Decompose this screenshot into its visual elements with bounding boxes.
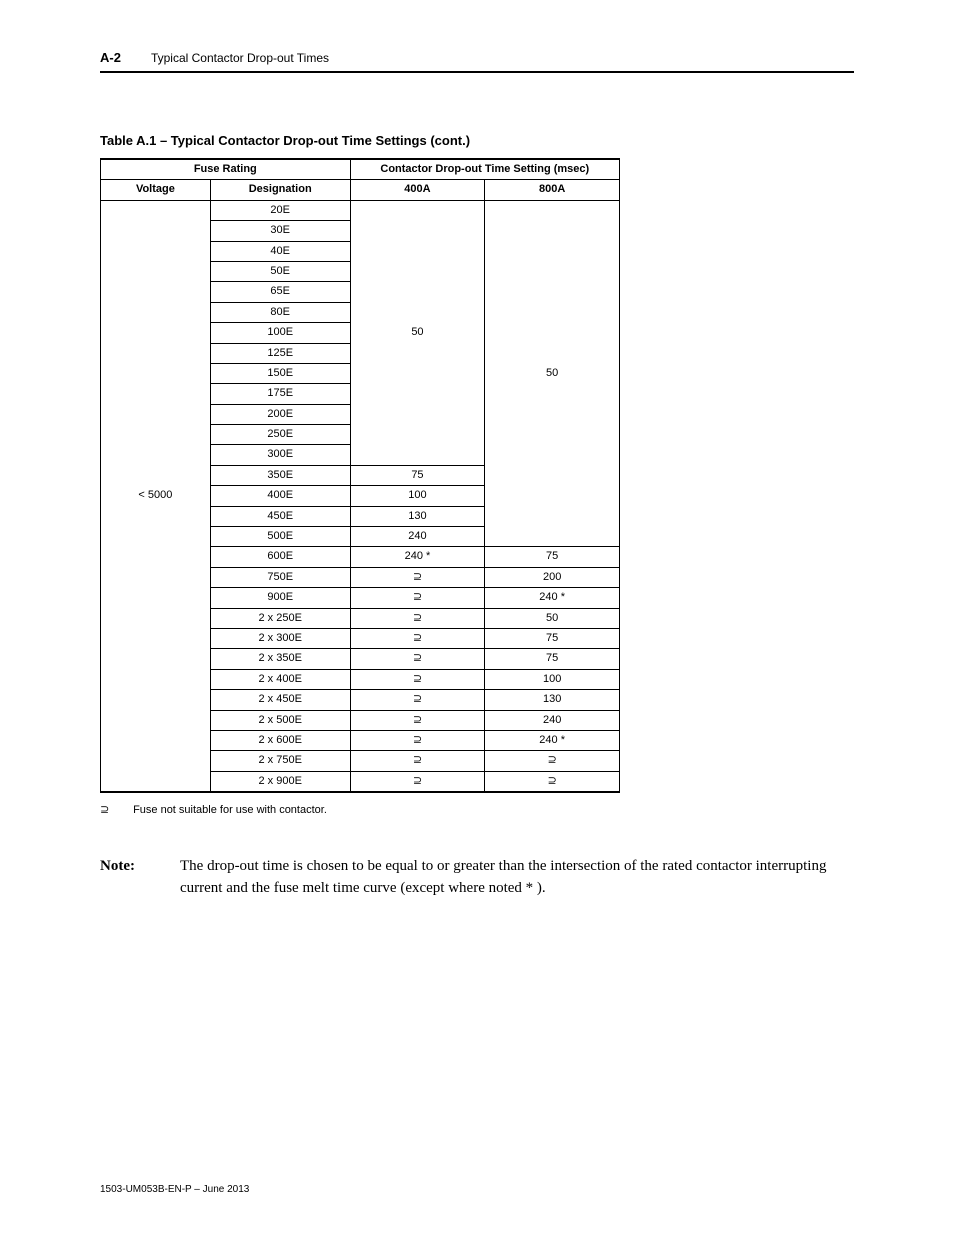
cell-designation: 500E <box>210 527 350 547</box>
cell-designation: 2 x 900E <box>210 771 350 792</box>
cell-designation: 2 x 300E <box>210 628 350 648</box>
cell-designation: 2 x 500E <box>210 710 350 730</box>
note-block: Note: The drop-out time is chosen to be … <box>100 856 854 900</box>
cell-designation: 250E <box>210 425 350 445</box>
cell-designation: 30E <box>210 221 350 241</box>
cell-800a: 240 * <box>485 730 620 750</box>
cell-800a: 200 <box>485 567 620 587</box>
cell-400a: ⊇ <box>350 628 485 648</box>
cell-designation: 2 x 250E <box>210 608 350 628</box>
cell-400a: ⊇ <box>350 669 485 689</box>
cell-800a: 240 * <box>485 588 620 608</box>
table-footnote: ⊇ Fuse not suitable for use with contact… <box>100 803 854 816</box>
cell-400a: 240 <box>350 527 485 547</box>
cell-designation: 80E <box>210 302 350 322</box>
cell-800a: 75 <box>485 649 620 669</box>
header-400a: 400A <box>350 180 485 200</box>
header-designation: Designation <box>210 180 350 200</box>
cell-designation: 600E <box>210 547 350 567</box>
cell-designation: 750E <box>210 567 350 587</box>
table-body: < 500020E505030E40E50E65E80E100E125E150E… <box>101 200 620 792</box>
header-voltage: Voltage <box>101 180 211 200</box>
cell-designation: 125E <box>210 343 350 363</box>
cell-designation: 400E <box>210 486 350 506</box>
cell-designation: 450E <box>210 506 350 526</box>
cell-designation: 40E <box>210 241 350 261</box>
cell-designation: 65E <box>210 282 350 302</box>
cell-designation: 350E <box>210 465 350 485</box>
page-header: A-2 Typical Contactor Drop-out Times <box>100 50 854 73</box>
cell-400a: 240 * <box>350 547 485 567</box>
cell-800a: 75 <box>485 628 620 648</box>
footnote-text: Fuse not suitable for use with contactor… <box>133 804 327 816</box>
cell-800a: 130 <box>485 690 620 710</box>
cell-400a: ⊇ <box>350 771 485 792</box>
cell-designation: 20E <box>210 200 350 220</box>
cell-800a: 240 <box>485 710 620 730</box>
header-dropout-setting: Contactor Drop-out Time Setting (msec) <box>350 159 619 180</box>
cell-designation: 150E <box>210 363 350 383</box>
cell-designation: 50E <box>210 261 350 281</box>
cell-designation: 2 x 450E <box>210 690 350 710</box>
cell-designation: 2 x 350E <box>210 649 350 669</box>
cell-400a: ⊇ <box>350 690 485 710</box>
cell-designation: 900E <box>210 588 350 608</box>
cell-voltage: < 5000 <box>101 200 211 792</box>
cell-800a: 50 <box>485 608 620 628</box>
cell-400a: 50 <box>350 200 485 465</box>
cell-designation: 200E <box>210 404 350 424</box>
cell-designation: 2 x 600E <box>210 730 350 750</box>
cell-400a: ⊇ <box>350 751 485 771</box>
cell-800a: 50 <box>485 200 620 547</box>
cell-400a: ⊇ <box>350 710 485 730</box>
cell-800a: ⊇ <box>485 771 620 792</box>
cell-800a: 75 <box>485 547 620 567</box>
dropout-table: Fuse Rating Contactor Drop-out Time Sett… <box>100 158 620 793</box>
note-label: Note: <box>100 856 180 900</box>
header-section-title: Typical Contactor Drop-out Times <box>151 51 329 65</box>
cell-400a: 130 <box>350 506 485 526</box>
cell-designation: 300E <box>210 445 350 465</box>
cell-designation: 2 x 400E <box>210 669 350 689</box>
header-fuse-rating: Fuse Rating <box>101 159 351 180</box>
cell-400a: ⊇ <box>350 730 485 750</box>
cell-800a: ⊇ <box>485 751 620 771</box>
cell-400a: ⊇ <box>350 608 485 628</box>
publication-footer: 1503-UM053B-EN-P – June 2013 <box>100 1184 249 1195</box>
header-800a: 800A <box>485 180 620 200</box>
table-caption: Table A.1 – Typical Contactor Drop-out T… <box>100 133 854 148</box>
footnote-symbol: ⊇ <box>100 803 130 816</box>
cell-400a: ⊇ <box>350 567 485 587</box>
cell-designation: 175E <box>210 384 350 404</box>
cell-designation: 2 x 750E <box>210 751 350 771</box>
cell-400a: 100 <box>350 486 485 506</box>
cell-800a: 100 <box>485 669 620 689</box>
page: A-2 Typical Contactor Drop-out Times Tab… <box>0 0 954 1235</box>
cell-400a: ⊇ <box>350 649 485 669</box>
cell-designation: 100E <box>210 323 350 343</box>
page-number: A-2 <box>100 50 121 65</box>
note-text: The drop-out time is chosen to be equal … <box>180 856 854 900</box>
cell-400a: ⊇ <box>350 588 485 608</box>
cell-400a: 75 <box>350 465 485 485</box>
